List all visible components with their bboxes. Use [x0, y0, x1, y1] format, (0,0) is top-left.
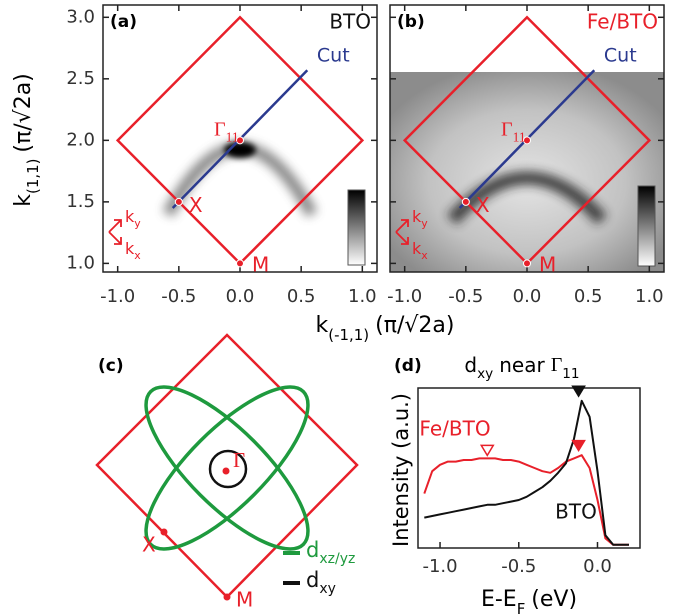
peak-marker [573, 386, 585, 396]
point-label: X [476, 192, 490, 216]
y-tick-label: 2.5 [66, 68, 95, 89]
legend-main: d [306, 538, 319, 562]
x-axis-label-part: F [517, 600, 526, 616]
x-tick-label: -0.5 [501, 556, 536, 577]
y-axis-label-part: k [11, 194, 36, 207]
x-axis-label-part: (eV) [531, 587, 577, 612]
colorbar [638, 186, 655, 266]
x-tick-label: -0.5 [448, 286, 483, 307]
sample-label: Fe/BTO [587, 10, 658, 34]
axis-icon-label-part: y [134, 217, 141, 230]
cut-label: Cut [604, 45, 637, 67]
panel-label: (d) [394, 356, 422, 376]
y-axis-label: k(1,1) (π/√2a) [11, 73, 42, 207]
point-label-part: 11 [226, 129, 239, 144]
panel-a: -1.0 -0.5 0.0 0.5 1.0 1.0 1.5 2.0 2.5 3.0 Cut Γ11 X M… [66, 5, 377, 307]
legend-sub: xz/yz [319, 551, 355, 567]
panel-title-part: 11 [562, 366, 579, 382]
high-symmetry-point [175, 198, 182, 205]
axis-icon-label-part: x [134, 249, 141, 262]
series-line [424, 455, 629, 545]
x-tick-label: 0.0 [513, 286, 542, 307]
legend-label: dxy [306, 568, 336, 597]
high-symmetry-point [237, 260, 244, 267]
point-label-part: M [539, 252, 556, 276]
point-label-part: X [476, 192, 490, 216]
y-axis-label-part: (π/√2a) [11, 73, 36, 152]
legend-main: d [306, 568, 319, 592]
x-point [161, 529, 168, 536]
point-label-part: X [189, 192, 203, 216]
point-label-part: 11 [513, 129, 526, 144]
cut-label: Cut [317, 45, 350, 67]
x-tick-label: -1.0 [387, 286, 422, 307]
axis-icon-label-part: y [421, 217, 428, 230]
x-tick-label: -0.5 [161, 286, 196, 307]
x-tick-label: 0.5 [574, 286, 603, 307]
x-tick-label: 1.0 [348, 286, 377, 307]
series-label: Fe/BTO [419, 417, 490, 441]
x-tick-label: 0.5 [287, 286, 316, 307]
x-axis-label-part: E-E [481, 587, 517, 612]
point-label: M [252, 252, 269, 276]
x-tick-label: 1.0 [635, 286, 664, 307]
axis-icon-label: kx [125, 239, 141, 262]
sample-label: BTO [329, 10, 371, 34]
y-tick-label: 1.5 [66, 191, 95, 212]
x-tick-label: -1.0 [422, 556, 457, 577]
peak-marker [481, 445, 493, 455]
point-label: M [539, 252, 556, 276]
point-label-part: Γ [501, 118, 513, 140]
legend-sub: xy [319, 581, 336, 597]
legend-label: dxz/yz [306, 538, 355, 567]
point-label: X [142, 533, 156, 557]
y-axis-label-part: (1,1) [24, 159, 42, 194]
point-label-part: Γ [214, 118, 226, 140]
x-axis-label-part: (π/√2a) [375, 313, 454, 338]
gamma-point [223, 468, 230, 475]
m-point [224, 594, 231, 601]
x-axis-label: E-EF (eV) [481, 587, 577, 616]
panel-label: (b) [397, 12, 425, 32]
axis-icon-label-part: x [421, 249, 428, 262]
y-tick-label: 2.0 [66, 129, 95, 150]
x-axis-label-part: (-1,1) [328, 326, 369, 344]
panel-c: (c) Γ X M dxz/yz dxy [97, 335, 357, 612]
point-label-part: M [252, 252, 269, 276]
plot-frame [418, 388, 640, 548]
point-label: Γ11 [214, 118, 239, 144]
panel-title-part: near [499, 353, 545, 377]
figure: -1.0-0.50.00.51.01.01.52.02.53.0CutΓ11XM… [0, 0, 696, 616]
series-label: BTO [555, 500, 597, 524]
y-axis-label: Intensity (a.u.) [389, 393, 413, 547]
peak-marker [573, 441, 585, 451]
x-axis-label: k(-1,1) (π/√2a) [316, 313, 455, 344]
high-symmetry-point [462, 198, 469, 205]
point-label: X [189, 192, 203, 216]
y-tick-label: 1.0 [66, 252, 95, 273]
panel-title-part: d [464, 353, 477, 377]
x-tick-label: 0.0 [583, 556, 612, 577]
panel-label: (c) [98, 356, 124, 376]
high-symmetry-point [524, 260, 531, 267]
axis-icon-label: ky [125, 207, 141, 230]
panel-title-part: Γ [551, 354, 563, 376]
x-axis-label-part: k [316, 313, 329, 338]
x-tick-label: -1.0 [100, 286, 135, 307]
x-tick-label: 0.0 [226, 286, 255, 307]
axis-icon [109, 220, 121, 244]
point-label: M [236, 588, 253, 612]
panel-label: (a) [110, 12, 137, 32]
y-tick-label: 3.0 [66, 6, 95, 27]
panel-title-part: xy [477, 366, 493, 382]
colorbar [348, 190, 365, 265]
point-label: Γ [233, 448, 245, 472]
intensity-map [390, 72, 664, 272]
